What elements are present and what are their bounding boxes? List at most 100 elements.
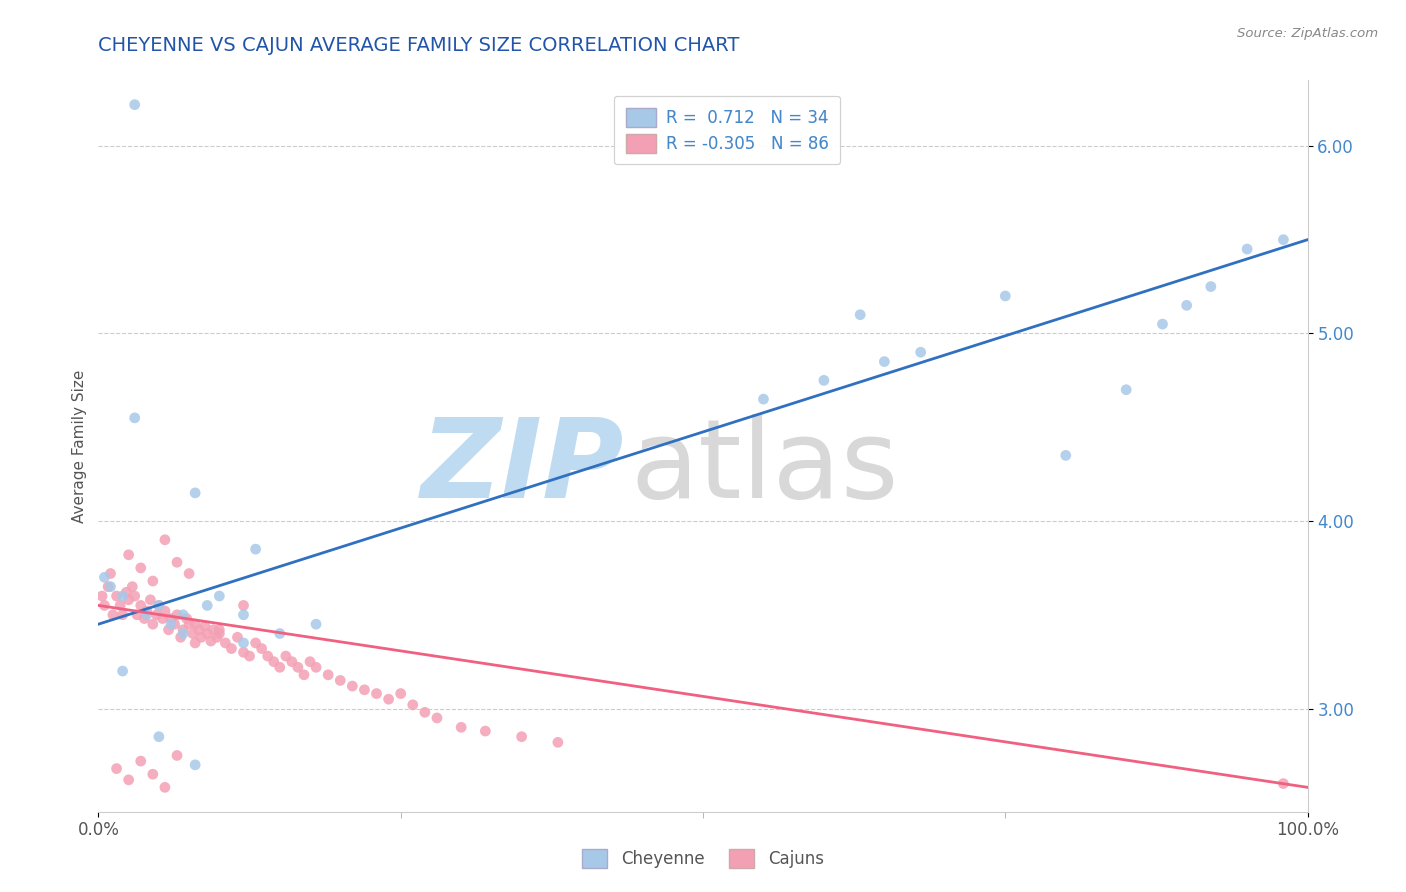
Point bbox=[377, 692, 399, 706]
Point bbox=[849, 308, 872, 322]
Point bbox=[135, 604, 157, 618]
Point bbox=[353, 682, 375, 697]
Point bbox=[105, 762, 128, 776]
Point bbox=[184, 486, 207, 500]
Point bbox=[142, 617, 165, 632]
Point bbox=[181, 626, 204, 640]
Text: Source: ZipAtlas.com: Source: ZipAtlas.com bbox=[1237, 27, 1378, 40]
Point bbox=[127, 607, 149, 622]
Point bbox=[179, 566, 201, 581]
Point bbox=[1236, 242, 1258, 256]
Point bbox=[111, 664, 134, 678]
Point bbox=[135, 607, 157, 622]
Point bbox=[190, 630, 212, 644]
Point bbox=[124, 589, 146, 603]
Point bbox=[172, 607, 194, 622]
Point bbox=[194, 619, 217, 633]
Point bbox=[1272, 233, 1295, 247]
Point bbox=[142, 574, 165, 588]
Point bbox=[195, 599, 218, 613]
Point bbox=[124, 97, 146, 112]
Point bbox=[121, 580, 143, 594]
Point bbox=[118, 772, 141, 787]
Point bbox=[118, 592, 141, 607]
Point bbox=[402, 698, 425, 712]
Point bbox=[256, 648, 278, 663]
Point bbox=[426, 711, 449, 725]
Point bbox=[389, 687, 412, 701]
Point bbox=[232, 636, 254, 650]
Point bbox=[153, 533, 176, 547]
Point bbox=[145, 607, 167, 622]
Point bbox=[91, 589, 114, 603]
Point bbox=[184, 636, 207, 650]
Point bbox=[1272, 776, 1295, 790]
Point bbox=[195, 626, 218, 640]
Point bbox=[239, 648, 262, 663]
Point bbox=[105, 589, 128, 603]
Point bbox=[274, 648, 297, 663]
Point bbox=[208, 589, 231, 603]
Point bbox=[232, 645, 254, 659]
Point bbox=[208, 623, 231, 637]
Point bbox=[101, 607, 124, 622]
Point bbox=[299, 655, 322, 669]
Point bbox=[108, 599, 131, 613]
Point bbox=[200, 634, 222, 648]
Point bbox=[148, 599, 170, 613]
Point bbox=[160, 611, 183, 625]
Point bbox=[111, 607, 134, 622]
Point bbox=[413, 706, 436, 720]
Point bbox=[873, 354, 896, 368]
Point bbox=[160, 617, 183, 632]
Legend: Cheyenne, Cajuns: Cheyenne, Cajuns bbox=[575, 842, 831, 875]
Point bbox=[232, 599, 254, 613]
Point bbox=[450, 720, 472, 734]
Point bbox=[994, 289, 1017, 303]
Point bbox=[148, 599, 170, 613]
Text: CHEYENNE VS CAJUN AVERAGE FAMILY SIZE CORRELATION CHART: CHEYENNE VS CAJUN AVERAGE FAMILY SIZE CO… bbox=[98, 36, 740, 54]
Point bbox=[305, 660, 328, 674]
Point bbox=[163, 617, 186, 632]
Y-axis label: Average Family Size: Average Family Size bbox=[72, 369, 87, 523]
Point bbox=[93, 599, 115, 613]
Point bbox=[179, 617, 201, 632]
Point bbox=[118, 548, 141, 562]
Text: ZIP: ZIP bbox=[420, 415, 624, 522]
Point bbox=[166, 607, 188, 622]
Point bbox=[134, 611, 156, 625]
Point bbox=[157, 623, 180, 637]
Point bbox=[97, 580, 120, 594]
Point bbox=[1175, 298, 1198, 312]
Point bbox=[115, 585, 138, 599]
Point bbox=[184, 757, 207, 772]
Point bbox=[139, 592, 162, 607]
Point bbox=[169, 630, 191, 644]
Point bbox=[166, 555, 188, 569]
Point bbox=[342, 679, 364, 693]
Point bbox=[269, 626, 291, 640]
Point bbox=[111, 589, 134, 603]
Point bbox=[1054, 449, 1077, 463]
Point bbox=[148, 730, 170, 744]
Point bbox=[316, 668, 339, 682]
Point bbox=[752, 392, 775, 406]
Point bbox=[226, 630, 249, 644]
Point bbox=[184, 617, 207, 632]
Point bbox=[269, 660, 291, 674]
Text: atlas: atlas bbox=[630, 415, 898, 522]
Point bbox=[172, 626, 194, 640]
Point bbox=[1115, 383, 1137, 397]
Point bbox=[153, 604, 176, 618]
Point bbox=[263, 655, 285, 669]
Point bbox=[305, 617, 328, 632]
Point bbox=[510, 730, 533, 744]
Point bbox=[232, 607, 254, 622]
Point bbox=[910, 345, 932, 359]
Point bbox=[176, 611, 198, 625]
Point bbox=[100, 566, 122, 581]
Point bbox=[292, 668, 315, 682]
Point bbox=[214, 636, 236, 650]
Point bbox=[245, 636, 267, 650]
Point bbox=[129, 561, 152, 575]
